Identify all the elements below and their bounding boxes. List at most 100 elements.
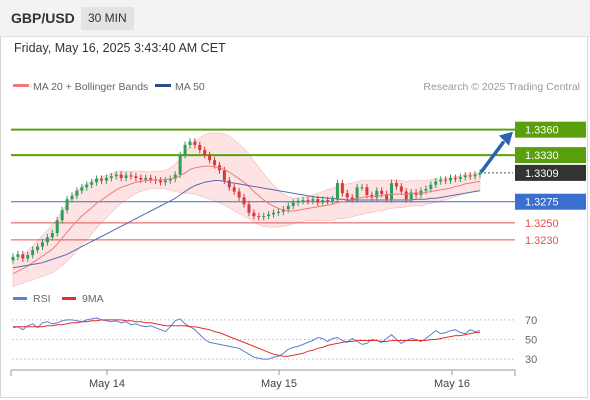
candle-body xyxy=(439,179,443,182)
candle-body xyxy=(70,195,74,200)
symbol-title: GBP/USD xyxy=(11,10,75,26)
level-badge-bg xyxy=(515,147,586,164)
candle xyxy=(104,174,108,184)
level-badge: 1.3360 xyxy=(515,121,586,138)
candle-body xyxy=(114,174,118,177)
candle xyxy=(468,172,472,180)
candle-body xyxy=(247,204,251,213)
candle-body xyxy=(26,255,30,259)
candle-body xyxy=(183,144,187,156)
candle-body xyxy=(345,193,349,198)
candle xyxy=(158,177,162,186)
candle-body xyxy=(478,172,482,175)
candle-body xyxy=(331,199,335,201)
candle xyxy=(360,183,364,191)
candle-body xyxy=(60,210,64,221)
candle xyxy=(257,212,261,221)
candle-body xyxy=(340,183,344,194)
candle xyxy=(247,200,251,217)
candle xyxy=(55,216,59,237)
rsi-legend-swatch xyxy=(13,297,27,300)
candle-body xyxy=(468,175,472,177)
candle-body xyxy=(129,175,133,177)
candle-body xyxy=(306,200,310,202)
candle xyxy=(36,243,40,254)
candle xyxy=(399,183,403,195)
candle-body xyxy=(326,200,330,202)
candle xyxy=(458,173,462,183)
candle-body xyxy=(463,175,467,178)
candle xyxy=(473,171,477,180)
candle-body xyxy=(178,155,182,175)
candle xyxy=(95,175,99,186)
candle xyxy=(134,172,138,182)
candle-body xyxy=(252,212,256,217)
candle xyxy=(85,181,89,191)
candle-body xyxy=(473,174,477,177)
chart-header: GBP/USD 30 MIN xyxy=(0,0,590,37)
rsi-ma-line xyxy=(13,319,480,357)
candle-body xyxy=(95,178,99,183)
candle xyxy=(385,190,389,203)
level-label-1-3250: 1.3250 xyxy=(525,218,559,230)
level-badge-bg xyxy=(515,193,586,210)
timestamp: Friday, May 16, 2025 3:43:40 AM CET xyxy=(14,41,226,55)
candle xyxy=(272,209,276,218)
candle xyxy=(340,179,344,197)
candle-body xyxy=(311,199,315,201)
candle-body xyxy=(198,144,202,151)
candle-body xyxy=(163,180,167,183)
rsi-panel: 70 50 30 xyxy=(12,315,537,366)
candle-body xyxy=(173,174,177,179)
time-axis-label: May 15 xyxy=(261,378,297,390)
candle xyxy=(119,171,123,182)
level-badge: 1.3330 xyxy=(515,147,586,164)
level-badge: 1.3275 xyxy=(515,193,586,210)
candle-body xyxy=(11,256,15,261)
candle-body xyxy=(409,192,413,200)
credit-label: Research © 2025 Trading Central xyxy=(423,81,580,93)
candle-body xyxy=(453,177,457,179)
candle-body xyxy=(262,216,266,218)
candle xyxy=(439,176,443,185)
candle-body xyxy=(109,176,113,178)
candle xyxy=(448,174,453,184)
candle-body xyxy=(65,199,69,211)
candle xyxy=(45,233,49,246)
candle xyxy=(129,172,133,180)
candle-body xyxy=(286,205,290,210)
ma50-line xyxy=(12,180,481,269)
rsi-tick-label: 30 xyxy=(525,354,537,366)
candle xyxy=(178,151,182,178)
timeframe-tab[interactable]: 30 MIN xyxy=(81,7,134,30)
candle-body xyxy=(429,184,433,189)
candle xyxy=(163,177,167,186)
candle-body xyxy=(119,174,123,178)
candle xyxy=(232,183,236,195)
candle xyxy=(193,138,197,149)
candle xyxy=(350,194,354,203)
candle xyxy=(31,246,35,259)
candle xyxy=(355,183,359,203)
candle-body xyxy=(458,177,462,179)
candle-body xyxy=(139,177,143,180)
candle xyxy=(267,211,271,220)
candle xyxy=(21,250,25,262)
candle-body xyxy=(21,254,25,259)
candle-body xyxy=(40,242,45,247)
candle-body xyxy=(301,200,305,202)
candle xyxy=(80,183,84,195)
level-label-1-3275: 1.3275 xyxy=(525,197,559,209)
candle xyxy=(144,174,148,184)
candle xyxy=(183,141,187,159)
ma20-legend-swatch xyxy=(13,84,29,87)
candle xyxy=(65,195,69,214)
candle-body xyxy=(144,177,148,180)
candle-body xyxy=(257,216,261,218)
candle xyxy=(242,194,246,208)
candle xyxy=(149,174,153,184)
candle-body xyxy=(203,150,207,156)
candle-body xyxy=(213,160,217,166)
ma50-legend-swatch xyxy=(155,84,171,87)
candle xyxy=(311,195,315,205)
